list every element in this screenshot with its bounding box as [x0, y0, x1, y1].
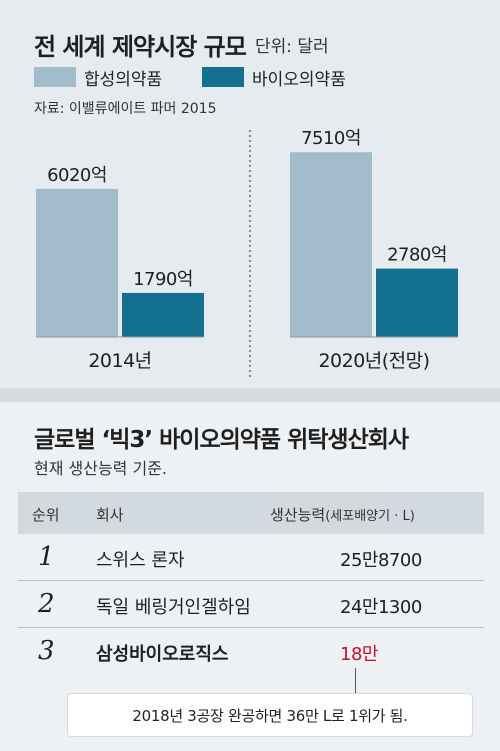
header-rank: 순위 — [32, 506, 60, 524]
bar-bio — [376, 268, 458, 337]
header-company: 회사 — [96, 506, 124, 524]
table-subtitle: 현재 생산능력 기준. — [34, 459, 168, 478]
category-label: 2020년(전망) — [318, 350, 429, 372]
section-divider — [0, 388, 500, 402]
bar-value-label: 7510억 — [301, 128, 361, 149]
legend-item-synthetic: 합성의약품 — [34, 64, 162, 90]
legend-swatch-bio — [202, 67, 244, 87]
callout-line — [355, 668, 356, 694]
callout-note-text: 2018년 3공장 완공하면 36만 L로 1위가 됨. — [132, 707, 408, 725]
callout-note: 2018년 3공장 완공하면 36만 L로 1위가 됨. — [68, 694, 472, 736]
bar-value-label: 6020억 — [47, 165, 107, 186]
table-row: 2 독일 베링거인겔하임 24만1300 — [18, 581, 484, 628]
table-panel — [0, 402, 500, 751]
unit-label: 단위: 달러 — [255, 37, 329, 57]
rank-number: 2 — [38, 589, 55, 619]
header-capacity-label: 생산능력 — [270, 506, 326, 524]
legend-label-bio: 바이오의약품 — [252, 69, 346, 90]
rank-number: 3 — [38, 636, 55, 666]
legend-label-synthetic: 합성의약품 — [84, 69, 163, 90]
company-name: 삼성바이오로직스 — [96, 644, 229, 665]
table-header: 순위 회사 생산능력(세포배양기 · L) — [18, 492, 484, 534]
bar-synthetic — [36, 188, 118, 337]
header-capacity: 생산능력(세포배양기 · L) — [270, 504, 415, 525]
header-capacity-unit: (세포배양기 · L) — [325, 509, 415, 524]
bar-synthetic — [290, 152, 372, 337]
company-name: 독일 베링거인겔하임 — [96, 597, 251, 618]
company-name: 스위스 론자 — [96, 550, 185, 571]
bar-chart: 6020억 1790억 2014년 7510억 2780억 2020년(전망) — [36, 128, 458, 380]
table-row-highlighted: 3 삼성바이오로직스 18만 — [18, 628, 484, 674]
bar-bio — [122, 292, 204, 337]
table-title: 글로벌 ‘빅3’ 바이오의약품 위탁생산회사 — [34, 427, 409, 453]
chart-title: 전 세계 제약시장 규모 — [34, 33, 247, 61]
legend-item-bio: 바이오의약품 — [202, 64, 346, 90]
capacity-value: 25만8700 — [340, 550, 422, 571]
source-note: 자료: 이밸류에이트 파머 2015 — [34, 101, 217, 117]
rank-number: 1 — [38, 542, 55, 572]
capacity-value: 24만1300 — [340, 597, 422, 618]
capacity-value-highlight: 18만 — [340, 644, 378, 665]
legend-swatch-synthetic — [34, 67, 76, 87]
bar-value-label: 1790억 — [133, 269, 193, 290]
category-label: 2014년 — [88, 350, 151, 372]
table-row: 1 스위스 론자 25만8700 — [18, 534, 484, 581]
bar-value-label: 2780억 — [387, 245, 447, 266]
